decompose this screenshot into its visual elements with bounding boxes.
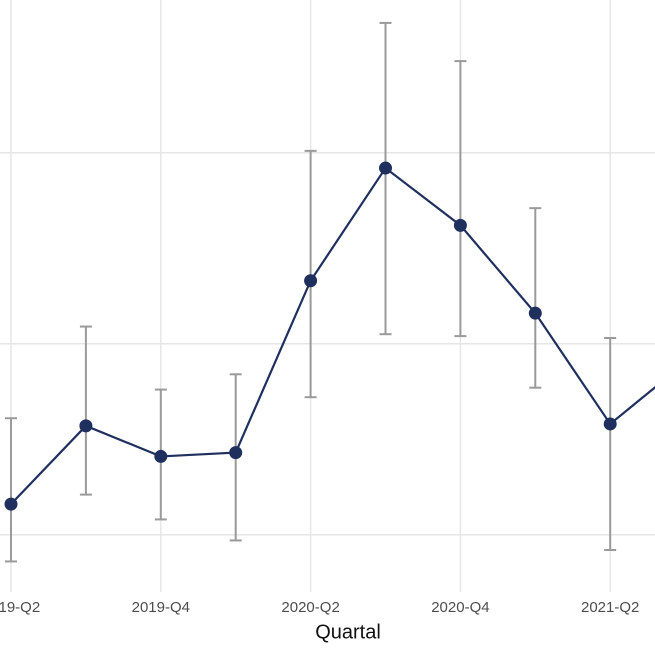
x-tick-label: 2021-Q2 — [581, 599, 639, 616]
point — [154, 449, 168, 463]
point — [453, 218, 467, 232]
x-tick-label: 2019-Q2 — [0, 599, 40, 616]
point — [229, 446, 243, 460]
point — [528, 306, 542, 320]
point — [4, 497, 18, 511]
x-tick-label: 2019-Q4 — [132, 599, 190, 616]
x-tick-label: 2020-Q2 — [281, 599, 339, 616]
point — [603, 417, 617, 431]
x-tick-label: 2020-Q4 — [431, 599, 489, 616]
x-axis-label: Quartal — [315, 621, 381, 643]
point — [379, 161, 392, 175]
point — [79, 419, 93, 433]
point — [304, 274, 318, 288]
line — [10, 166, 655, 505]
